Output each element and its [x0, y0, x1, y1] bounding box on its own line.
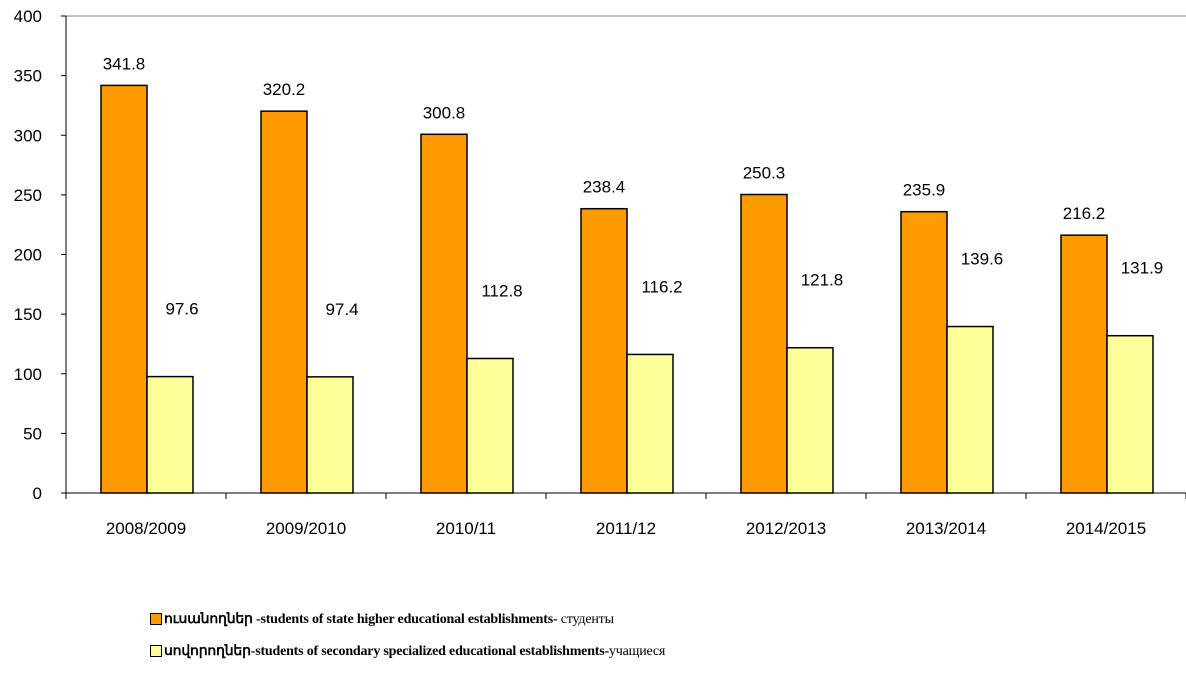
legend-item-higher: ուսանողներ -students of state higher edu…: [150, 611, 665, 627]
bar-higher-education: [740, 193, 788, 494]
x-tick-label: 2009/2010: [266, 519, 346, 538]
legend-label-secondary-bold: սովորողներ-students of secondary special…: [164, 643, 609, 659]
data-label: 320.2: [263, 80, 306, 99]
y-tick-label: 350: [14, 67, 42, 86]
data-label: 300.8: [423, 103, 466, 122]
data-label: 250.3: [743, 164, 786, 183]
legend-item-secondary: սովորողներ-students of secondary special…: [150, 643, 665, 659]
bar-secondary-specialized: [626, 353, 674, 494]
legend: ուսանողներ -students of state higher edu…: [150, 611, 665, 675]
legend-label-secondary: սովորողներ-students of secondary special…: [164, 643, 665, 660]
legend-swatch-secondary: [150, 645, 162, 657]
bar-higher-education: [1060, 234, 1108, 494]
y-tick-label: 400: [14, 7, 42, 26]
y-tick-label: 50: [23, 424, 42, 443]
bar-higher-education: [420, 133, 468, 494]
legend-label-higher-plain: студенты: [560, 611, 614, 627]
y-tick-label: 200: [14, 246, 42, 265]
y-tick-label: 300: [14, 126, 42, 145]
y-tick-label: 250: [14, 186, 42, 205]
x-tick-label: 2014/2015: [1066, 519, 1146, 538]
bar-higher-education: [900, 210, 948, 494]
x-tick-label: 2011/12: [596, 519, 656, 538]
bar-higher-education: [100, 84, 148, 494]
x-axis: 2008/2009 2009/2010 2010/11 2011/12 2012/201…: [65, 492, 1186, 538]
x-tick-label: 2013/2014: [906, 519, 986, 538]
bar-secondary-specialized: [466, 357, 514, 494]
bar-secondary-specialized: [146, 375, 194, 494]
data-label: 112.8: [481, 281, 522, 300]
data-label: 139.6: [961, 250, 1004, 269]
bar-secondary-specialized: [786, 347, 834, 494]
bar-higher-education: [580, 207, 628, 494]
x-tick-label: 2010/11: [436, 519, 496, 538]
legend-swatch-higher: [150, 613, 162, 625]
x-tick-label: 2008/2009: [106, 519, 186, 538]
legend-label-higher: ուսանողներ -students of state higher edu…: [164, 611, 614, 628]
data-label: 116.2: [641, 277, 682, 296]
data-label: 97.6: [165, 300, 198, 319]
data-label: 97.4: [325, 300, 358, 319]
data-label: 131.9: [1121, 259, 1164, 278]
y-tick-label: 150: [14, 305, 42, 324]
y-axis: 0 50 100 150 200 250 300 350 400: [14, 7, 1186, 503]
bar-secondary-specialized: [306, 376, 354, 494]
legend-label-secondary-plain: учащиеся: [608, 643, 666, 659]
data-labels: 341.8 320.2 300.8 238.4 250.3 235.9 216.2 97.6 9…: [103, 54, 1164, 318]
bar-secondary-specialized: [946, 325, 994, 494]
data-label: 121.8: [801, 271, 844, 290]
y-tick-label: 100: [14, 365, 42, 384]
y-tick-label: 0: [33, 484, 42, 503]
legend-label-higher-bold: ուսանողներ -students of state higher edu…: [164, 611, 561, 627]
data-label: 216.2: [1063, 204, 1106, 223]
data-label: 341.8: [103, 54, 146, 73]
bar-secondary-specialized: [1106, 334, 1154, 494]
bars: [100, 84, 1154, 494]
x-tick-label: 2012/2013: [746, 519, 826, 538]
data-label: 235.9: [903, 181, 946, 200]
bar-higher-education: [260, 110, 308, 494]
data-label: 238.4: [583, 178, 626, 197]
